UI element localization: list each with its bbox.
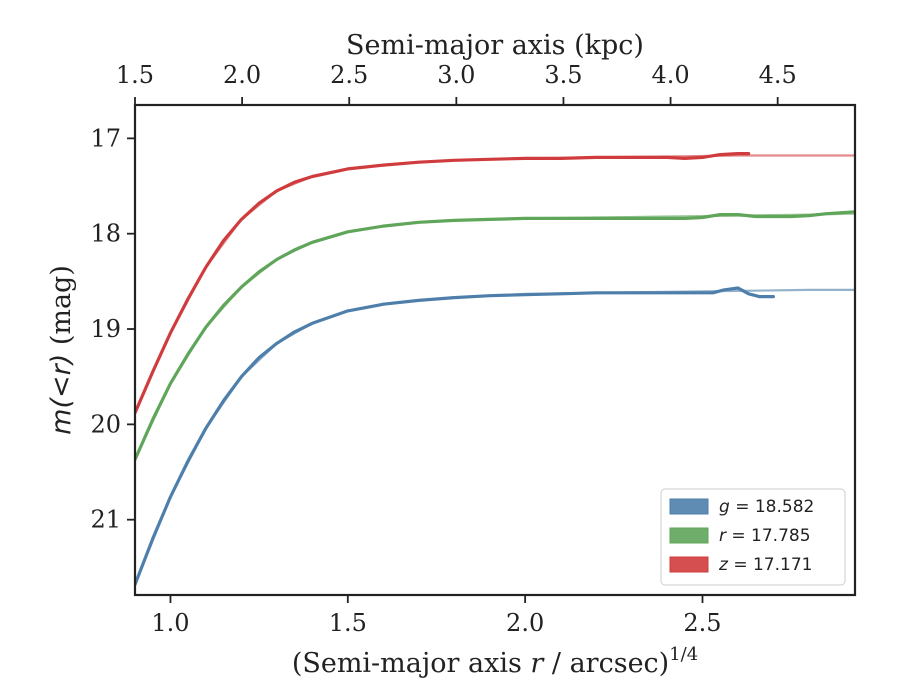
x-axis-title-sup: 1/4 [669, 644, 698, 665]
x2-tick-label: 4.5 [759, 61, 797, 89]
legend-value-z: = 17.171 [728, 555, 813, 575]
x-tick-label: 1.0 [151, 609, 189, 637]
legend-swatch-g [669, 498, 709, 515]
series-layer [135, 152, 855, 587]
legend-swatch-r [669, 527, 709, 544]
x2-tick-label: 1.5 [116, 61, 154, 89]
y-tick-label: 19 [90, 315, 121, 343]
y-tick-label: 18 [90, 220, 121, 248]
legend-var-r: r [719, 526, 727, 546]
x2-tick-label: 2.5 [330, 61, 368, 89]
plot-frame [133, 103, 857, 597]
x2-tick-label: 3.0 [437, 61, 475, 89]
y-axis-title-math: m(<r) [46, 354, 77, 435]
legend-var-z: z [718, 555, 729, 575]
series-line-z [135, 152, 751, 415]
x-tick-label: 1.5 [329, 609, 367, 637]
x-tick-label: 2.5 [683, 609, 721, 637]
legend-label-g: g = 18.582 [719, 497, 814, 517]
x-axis-title-suffix: / arcsec) [543, 648, 669, 679]
y-tick-label: 20 [90, 410, 121, 438]
x-tick-label: 2.0 [506, 609, 544, 637]
legend-value-g: = 18.582 [730, 497, 815, 517]
top-axis-title: Semi-major axis (kpc) [346, 30, 644, 61]
series-line-r [135, 210, 855, 462]
y-tick-label: 21 [90, 506, 121, 534]
x2-tick-label: 2.0 [223, 61, 261, 89]
y-tick-label: 17 [90, 124, 121, 152]
x-axis-title-prefix: (Semi-major axis [292, 648, 531, 679]
axes-layer: 1.0 1.5 2.0 2.5 17 18 19 20 21 1.5 2.0 2.5 3.0 3.5 4.0… [90, 61, 857, 637]
x2-tick-label: 4.0 [651, 61, 689, 89]
x-axis-title-var: r [530, 648, 545, 679]
series-line-g [135, 286, 776, 587]
x-axis-title: (Semi-major axis r / arcsec)1/4 [292, 644, 698, 679]
legend-swatch-z [669, 556, 709, 573]
legend-label-r: r = 17.785 [719, 526, 811, 546]
legend-var-g: g [719, 497, 730, 517]
y-axis-title-unit: (mag) [46, 265, 77, 354]
x2-tick-label: 3.5 [544, 61, 582, 89]
y-axis-title: m(<r) (mag) [46, 265, 77, 435]
legend-label-z: z = 17.171 [718, 555, 812, 575]
legend-value-r: = 17.785 [726, 526, 811, 546]
